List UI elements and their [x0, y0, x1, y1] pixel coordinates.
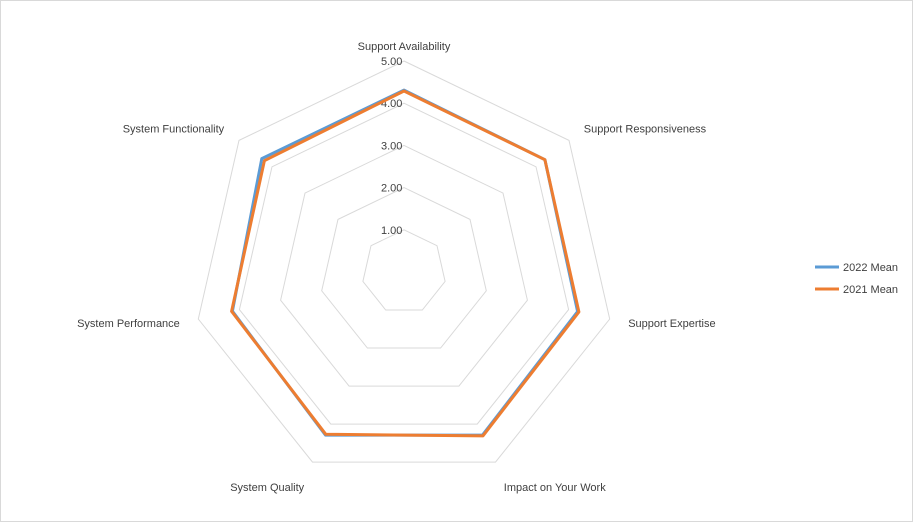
- category-label: System Quality: [230, 482, 304, 494]
- grid-ring: [280, 144, 528, 387]
- data-point: [263, 159, 266, 162]
- category-label: System Functionality: [123, 124, 225, 136]
- category-label: Support Expertise: [628, 318, 715, 330]
- tick-label: 5.00: [381, 56, 402, 68]
- legend-label: 2022 Mean: [843, 262, 898, 274]
- data-point: [577, 310, 581, 314]
- legend-label: 2021 Mean: [843, 284, 898, 296]
- category-label: Support Availability: [358, 41, 451, 53]
- tick-labels: 1.002.003.004.005.00: [381, 56, 402, 237]
- series-layer: [230, 88, 581, 438]
- grid-ring: [362, 229, 446, 311]
- category-labels: Support Availability Support Responsivene…: [77, 41, 716, 494]
- grid-ring: [197, 60, 611, 463]
- series-line-2: [230, 89, 581, 438]
- category-label: System Performance: [77, 318, 180, 330]
- data-point: [402, 89, 406, 93]
- grid-ring: [238, 102, 570, 425]
- series-line-1: [230, 88, 580, 437]
- grid-ring: [321, 187, 487, 349]
- data-point: [324, 433, 327, 436]
- tick-label: 3.00: [381, 140, 402, 152]
- data-point: [230, 310, 233, 313]
- data-point: [543, 158, 547, 161]
- data-point: [481, 434, 485, 438]
- category-label: Impact on Your Work: [504, 482, 606, 494]
- grid-layer: [197, 60, 611, 463]
- tick-label: 2.00: [381, 183, 402, 195]
- category-label: Support Responsiveness: [584, 124, 707, 136]
- legend: 2022 Mean 2021 Mean: [815, 262, 898, 296]
- tick-label: 1.00: [381, 225, 402, 237]
- data-point: [260, 157, 263, 160]
